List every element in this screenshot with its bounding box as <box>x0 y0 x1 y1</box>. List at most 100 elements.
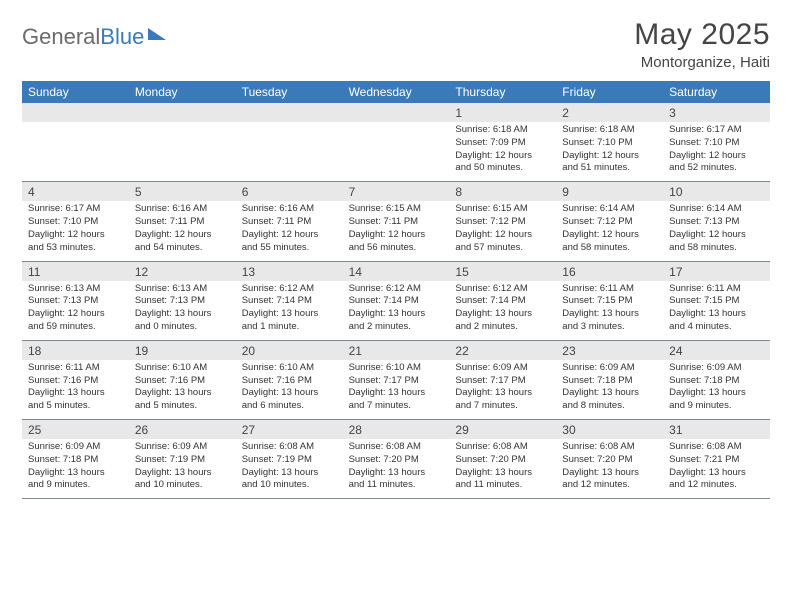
daylight-text: Daylight: 13 hours and 10 minutes. <box>242 467 337 493</box>
sunrise-text: Sunrise: 6:08 AM <box>455 441 550 454</box>
day-cell <box>22 122 129 181</box>
week-row: Sunrise: 6:18 AMSunset: 7:09 PM Daylight:… <box>22 122 770 182</box>
weekday-header-row: Sunday Monday Tuesday Wednesday Thursday… <box>22 81 770 103</box>
daylight-text: Daylight: 13 hours and 3 minutes. <box>562 308 657 334</box>
day-number-row: 18192021222324 <box>22 341 770 360</box>
sunrise-text: Sunrise: 6:08 AM <box>669 441 764 454</box>
weekday-header: Monday <box>129 81 236 103</box>
logo-text: GeneralBlue <box>22 24 144 50</box>
day-cell: Sunrise: 6:16 AMSunset: 7:11 PMDaylight:… <box>236 201 343 260</box>
sunset-text: Sunset: 7:20 PM <box>349 454 444 467</box>
calendar-grid: Sunday Monday Tuesday Wednesday Thursday… <box>22 81 770 499</box>
title-block: May 2025 Montorganize, Haiti <box>634 18 770 71</box>
sunset-text: Sunset: 7:20 PM <box>455 454 550 467</box>
sunset-text: Sunset: 7:21 PM <box>669 454 764 467</box>
daylight-text: Daylight: 13 hours and 12 minutes. <box>562 467 657 493</box>
sunrise-text: Sunrise: 6:12 AM <box>242 283 337 296</box>
sunrise-text: Sunrise: 6:12 AM <box>349 283 444 296</box>
sunrise-text: Sunrise: 6:13 AM <box>28 283 123 296</box>
day-cell: Sunrise: 6:17 AMSunset: 7:10 PMDaylight:… <box>663 122 770 181</box>
sunset-text: Sunset: 7:18 PM <box>669 375 764 388</box>
week-row: Sunrise: 6:11 AMSunset: 7:16 PMDaylight:… <box>22 360 770 420</box>
sunset-text: Sunset: 7:11 PM <box>349 216 444 229</box>
sunrise-text: Sunrise: 6:10 AM <box>135 362 230 375</box>
sunrise-text: Sunrise: 6:09 AM <box>28 441 123 454</box>
day-cell: Sunrise: 6:15 AMSunset: 7:12 PMDaylight:… <box>449 201 556 260</box>
daylight-text: Daylight: 13 hours and 0 minutes. <box>135 308 230 334</box>
sunrise-text: Sunrise: 6:11 AM <box>28 362 123 375</box>
sunset-text: Sunset: 7:13 PM <box>669 216 764 229</box>
day-cell: Sunrise: 6:14 AMSunset: 7:12 PMDaylight:… <box>556 201 663 260</box>
calendar-page: GeneralBlue May 2025 Montorganize, Haiti… <box>0 0 792 509</box>
day-cell: Sunrise: 6:10 AMSunset: 7:16 PMDaylight:… <box>129 360 236 419</box>
sunrise-text: Sunrise: 6:12 AM <box>455 283 550 296</box>
day-number: 9 <box>556 182 663 201</box>
sunset-text: Sunset: 7:17 PM <box>455 375 550 388</box>
day-cell: Sunrise: 6:09 AMSunset: 7:18 PMDaylight:… <box>663 360 770 419</box>
sunrise-text: Sunrise: 6:14 AM <box>562 203 657 216</box>
daylight-text: Daylight: 13 hours and 1 minute. <box>242 308 337 334</box>
day-cell: Sunrise: 6:08 AMSunset: 7:20 PMDaylight:… <box>556 439 663 498</box>
day-cell: Sunrise: 6:08 AMSunset: 7:20 PMDaylight:… <box>449 439 556 498</box>
daylight-text: Daylight: 13 hours and 7 minutes. <box>349 387 444 413</box>
sunset-text: Sunset: 7:14 PM <box>455 295 550 308</box>
day-number: 24 <box>663 341 770 360</box>
day-cell: Sunrise: 6:11 AMSunset: 7:16 PMDaylight:… <box>22 360 129 419</box>
day-number-row: 25262728293031 <box>22 420 770 439</box>
daylight-text: Daylight: 12 hours and 52 minutes. <box>669 150 764 176</box>
day-number: 18 <box>22 341 129 360</box>
day-number-row: 123 <box>22 103 770 122</box>
daylight-text: Daylight: 12 hours and 51 minutes. <box>562 150 657 176</box>
sunrise-text: Sunrise: 6:18 AM <box>455 124 550 137</box>
daylight-text: Daylight: 12 hours and 56 minutes. <box>349 229 444 255</box>
sunset-text: Sunset: 7:13 PM <box>135 295 230 308</box>
sunset-text: Sunset: 7:20 PM <box>562 454 657 467</box>
day-number: 31 <box>663 420 770 439</box>
sunset-text: Sunset: 7:16 PM <box>242 375 337 388</box>
day-cell <box>343 122 450 181</box>
day-number: 15 <box>449 262 556 281</box>
weekday-header: Saturday <box>663 81 770 103</box>
daylight-text: Daylight: 12 hours and 54 minutes. <box>135 229 230 255</box>
day-number-row: 11121314151617 <box>22 262 770 281</box>
sunrise-text: Sunrise: 6:16 AM <box>242 203 337 216</box>
day-cell: Sunrise: 6:11 AMSunset: 7:15 PMDaylight:… <box>556 281 663 340</box>
sunset-text: Sunset: 7:14 PM <box>242 295 337 308</box>
sunset-text: Sunset: 7:19 PM <box>135 454 230 467</box>
day-number: 19 <box>129 341 236 360</box>
day-cell: Sunrise: 6:08 AMSunset: 7:20 PMDaylight:… <box>343 439 450 498</box>
header: GeneralBlue May 2025 Montorganize, Haiti <box>22 18 770 71</box>
sunset-text: Sunset: 7:13 PM <box>28 295 123 308</box>
daylight-text: Daylight: 12 hours and 55 minutes. <box>242 229 337 255</box>
day-number: 21 <box>343 341 450 360</box>
day-cell: Sunrise: 6:15 AMSunset: 7:11 PMDaylight:… <box>343 201 450 260</box>
daylight-text: Daylight: 13 hours and 2 minutes. <box>455 308 550 334</box>
daylight-text: Daylight: 12 hours and 59 minutes. <box>28 308 123 334</box>
day-cell: Sunrise: 6:11 AMSunset: 7:15 PMDaylight:… <box>663 281 770 340</box>
sunrise-text: Sunrise: 6:09 AM <box>135 441 230 454</box>
day-cell: Sunrise: 6:09 AMSunset: 7:17 PMDaylight:… <box>449 360 556 419</box>
weekday-header: Tuesday <box>236 81 343 103</box>
day-cell: Sunrise: 6:18 AMSunset: 7:09 PMDaylight:… <box>449 122 556 181</box>
sunrise-text: Sunrise: 6:10 AM <box>242 362 337 375</box>
logo: GeneralBlue <box>22 24 166 50</box>
day-number: 14 <box>343 262 450 281</box>
day-number: 8 <box>449 182 556 201</box>
sunrise-text: Sunrise: 6:08 AM <box>349 441 444 454</box>
day-cell: Sunrise: 6:12 AMSunset: 7:14 PMDaylight:… <box>236 281 343 340</box>
month-title: May 2025 <box>634 18 770 52</box>
location-label: Montorganize, Haiti <box>634 54 770 71</box>
day-cell: Sunrise: 6:10 AMSunset: 7:16 PMDaylight:… <box>236 360 343 419</box>
sunset-text: Sunset: 7:09 PM <box>455 137 550 150</box>
day-cell: Sunrise: 6:10 AMSunset: 7:17 PMDaylight:… <box>343 360 450 419</box>
weekday-header: Thursday <box>449 81 556 103</box>
sunrise-text: Sunrise: 6:15 AM <box>455 203 550 216</box>
sunset-text: Sunset: 7:15 PM <box>562 295 657 308</box>
day-number: 29 <box>449 420 556 439</box>
day-number: 5 <box>129 182 236 201</box>
sunset-text: Sunset: 7:16 PM <box>28 375 123 388</box>
day-number <box>22 103 129 122</box>
day-number: 27 <box>236 420 343 439</box>
sunrise-text: Sunrise: 6:17 AM <box>28 203 123 216</box>
day-number: 11 <box>22 262 129 281</box>
